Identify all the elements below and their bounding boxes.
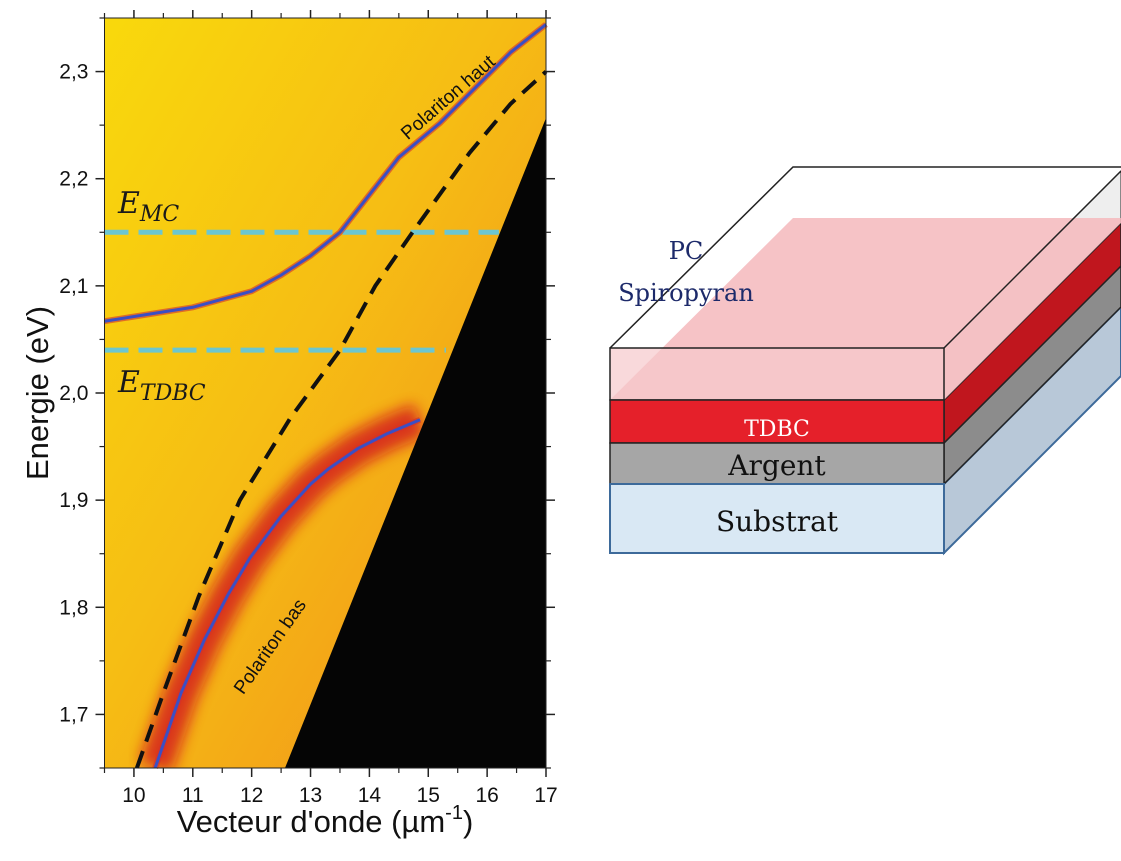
y-axis-label: Energie (eV) [20, 306, 55, 480]
layer-label: Argent [727, 449, 826, 482]
x-tick-label: 10 [122, 784, 145, 807]
reference-label: EMC [117, 186, 179, 227]
x-tick-label: 13 [299, 784, 322, 807]
x-tick-label: 17 [534, 784, 557, 807]
y-tick-label: 1,9 [59, 489, 88, 512]
layer-label: TDBC [744, 417, 810, 442]
silver-front [609, 442, 945, 485]
x-tick-label: 16 [475, 784, 498, 807]
x-tick-label: 12 [240, 784, 263, 807]
x-axis-label-text: Vecteur d'onde (µm [177, 804, 445, 839]
reference-subscript: TDBC [140, 381, 206, 406]
line [134, 70, 548, 769]
y-tick-label: 1,8 [59, 596, 88, 619]
plot-frame [104, 17, 547, 769]
top-edge [943, 170, 1121, 349]
y-tick-label: 2,1 [59, 275, 88, 298]
reference-symbol: E [117, 186, 140, 221]
dark-region [285, 118, 546, 768]
reference-symbol: E [117, 365, 140, 400]
heatmap [104, 18, 546, 768]
reference-label: ETDBC [117, 365, 206, 406]
x-tick-label: 11 [182, 784, 204, 807]
x-axis-label: Vecteur d'onde (µm-1) [177, 802, 474, 839]
x-tick-label: 14 [358, 784, 382, 807]
x-tick-label: 15 [417, 784, 440, 807]
top-front [610, 348, 944, 400]
layer-label: Spiropyran [618, 279, 754, 307]
y-tick-label: 1,7 [59, 703, 88, 726]
layer-label: Substrat [716, 505, 839, 538]
y-tick-label: 2,3 [59, 61, 88, 84]
x-axis-label-suffix: ) [463, 804, 473, 839]
line [104, 23, 547, 323]
layer-label: PC [669, 237, 704, 265]
y-tick-label: 2,0 [59, 382, 88, 405]
line [153, 418, 421, 769]
top-outline [609, 166, 1121, 349]
substrate-front [609, 483, 945, 554]
reference-subscript: MC [139, 202, 180, 227]
tdbc-front [609, 399, 945, 444]
y-tick-label: 2,2 [59, 168, 88, 191]
x-axis-label-superscript: -1 [445, 802, 463, 824]
layer-diagram: PC Spiropyran TDBC Argent Substrat [609, 166, 1121, 556]
